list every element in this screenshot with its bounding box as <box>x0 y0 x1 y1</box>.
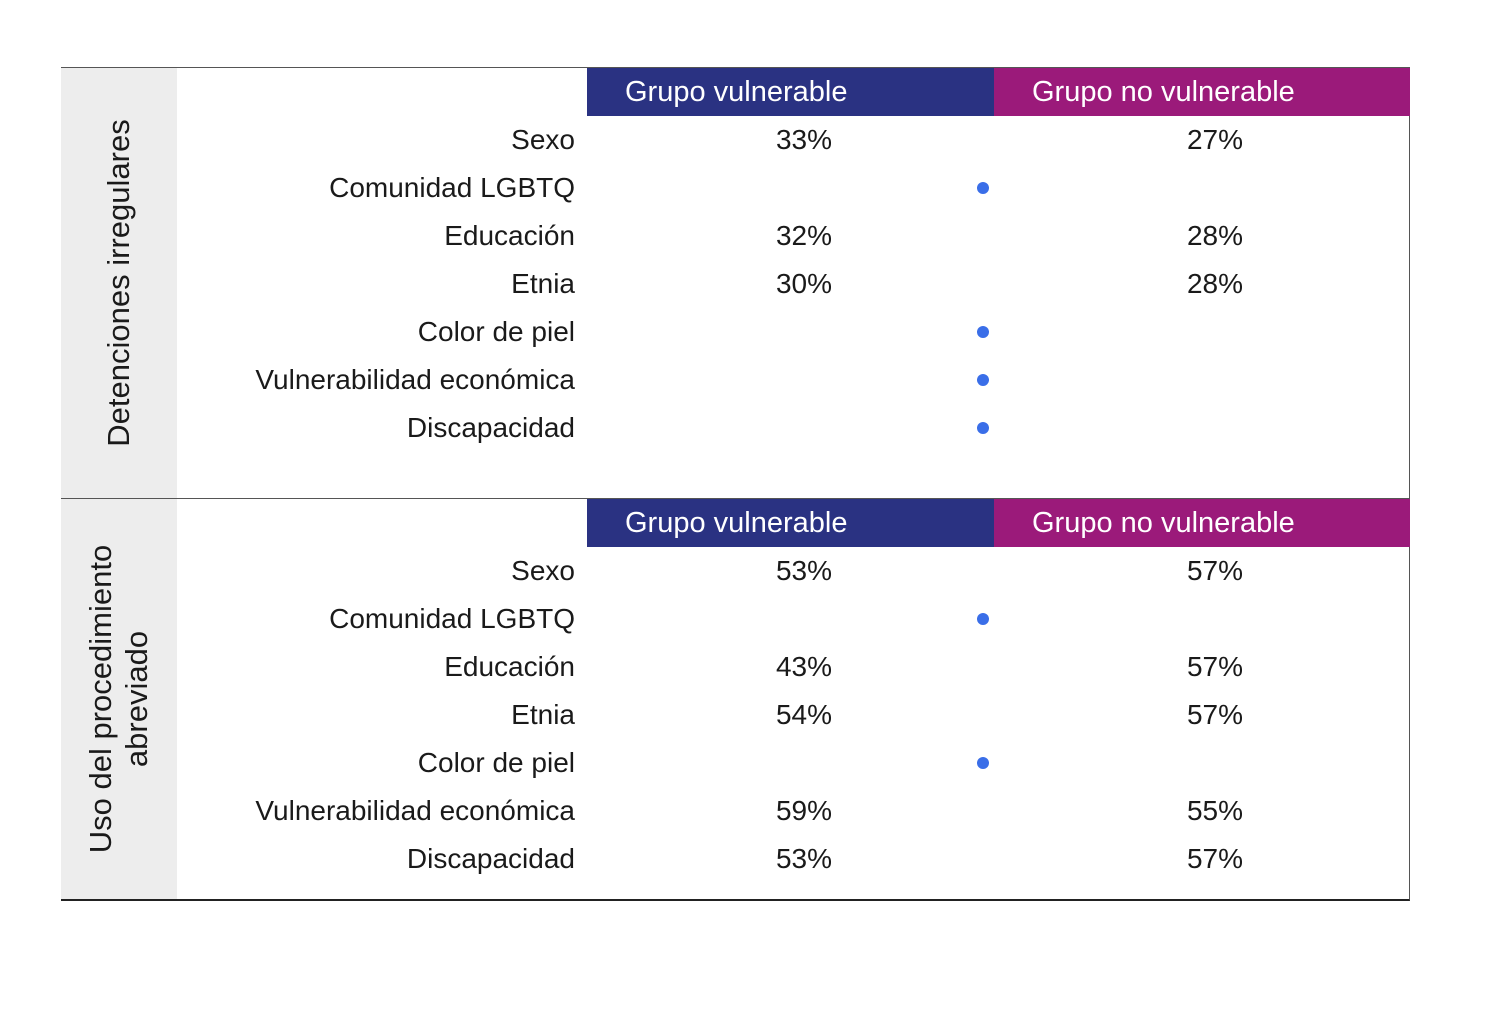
value-no-vulnerable: 57% <box>1186 555 1244 586</box>
table-row: Comunidad LGBTQ <box>61 164 1409 212</box>
section-procedimiento-abreviado: Uso del procedimiento abreviado Grupo vu… <box>61 499 1410 901</box>
section-detenciones: Detenciones irregulares Grupo vulnerable… <box>61 67 1410 499</box>
value-vulnerable: 30% <box>775 268 833 299</box>
value-no-vulnerable: 57% <box>1186 699 1244 730</box>
table-row: Discapacidad <box>61 404 1409 452</box>
table-row: Color de piel <box>61 308 1409 356</box>
value-vulnerable: 43% <box>775 651 833 682</box>
row-category-label: Color de piel <box>417 316 575 347</box>
row-category-label: Discapacidad <box>406 412 575 443</box>
column-header-no-vulnerable: Grupo no vulnerable <box>994 68 1410 116</box>
table-row: Etnia 54% 57% <box>61 691 1409 739</box>
no-data-marker <box>977 422 989 434</box>
value-no-vulnerable: 57% <box>1186 651 1244 682</box>
value-vulnerable: 53% <box>775 843 833 874</box>
table-row: Discapacidad 53% 57% <box>61 835 1409 883</box>
value-vulnerable: 32% <box>775 220 833 251</box>
table-row: Educación 32% 28% <box>61 212 1409 260</box>
table-row: Etnia 30% 28% <box>61 260 1409 308</box>
table-row: Vulnerabilidad económica 59% 55% <box>61 787 1409 835</box>
column-header-vulnerable: Grupo vulnerable <box>587 68 994 116</box>
column-header-no-vulnerable: Grupo no vulnerable <box>994 499 1410 547</box>
row-category-label: Educación <box>444 651 575 682</box>
row-category-label: Etnia <box>511 699 575 730</box>
table-row: Comunidad LGBTQ <box>61 595 1409 643</box>
no-data-marker <box>977 326 989 338</box>
section-side-panel: Detenciones irregulares <box>61 68 177 498</box>
no-data-marker <box>977 757 989 769</box>
table-row: Color de piel <box>61 739 1409 787</box>
no-data-marker <box>977 182 989 194</box>
row-category-label: Color de piel <box>417 747 575 778</box>
row-category-label: Sexo <box>511 555 575 586</box>
table-row: Sexo 33% 27% <box>61 116 1409 164</box>
table-row: Sexo 53% 57% <box>61 547 1409 595</box>
value-no-vulnerable: 28% <box>1186 268 1244 299</box>
value-no-vulnerable: 55% <box>1186 795 1244 826</box>
column-header-vulnerable: Grupo vulnerable <box>587 499 994 547</box>
section-side-panel: Uso del procedimiento abreviado <box>61 499 177 899</box>
value-no-vulnerable: 27% <box>1186 124 1244 155</box>
value-vulnerable: 53% <box>775 555 833 586</box>
row-category-label: Vulnerabilidad económica <box>255 364 575 395</box>
row-category-label: Sexo <box>511 124 575 155</box>
value-no-vulnerable: 57% <box>1186 843 1244 874</box>
table-row: Vulnerabilidad económica <box>61 356 1409 404</box>
no-data-marker <box>977 374 989 386</box>
no-data-marker <box>977 613 989 625</box>
row-category-label: Discapacidad <box>406 843 575 874</box>
row-category-label: Comunidad LGBTQ <box>329 172 575 203</box>
value-vulnerable: 33% <box>775 124 833 155</box>
value-vulnerable: 54% <box>775 699 833 730</box>
value-no-vulnerable: 28% <box>1186 220 1244 251</box>
value-vulnerable: 59% <box>775 795 833 826</box>
row-category-label: Vulnerabilidad económica <box>255 795 575 826</box>
table-row: Educación 43% 57% <box>61 643 1409 691</box>
row-category-label: Etnia <box>511 268 575 299</box>
row-category-label: Comunidad LGBTQ <box>329 603 575 634</box>
row-category-label: Educación <box>444 220 575 251</box>
